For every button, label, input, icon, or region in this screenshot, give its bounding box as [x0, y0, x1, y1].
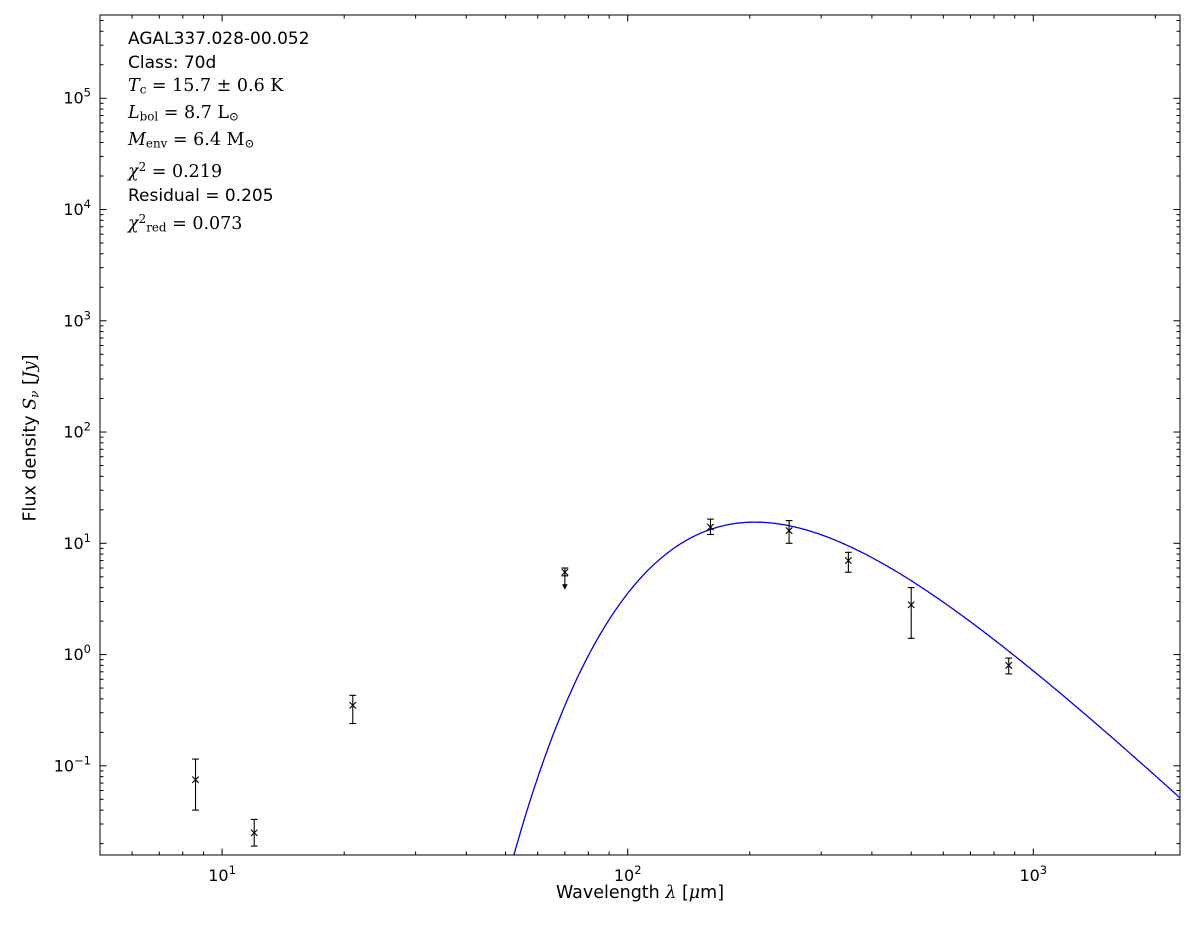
- data-point: [349, 694, 357, 725]
- tick-labels: 101 102 103 10−1 100 101 102 103 104 105: [54, 86, 1047, 885]
- label-segment: = 0.073: [166, 214, 243, 235]
- label-segment: L: [217, 103, 230, 124]
- data-point: [1005, 657, 1013, 675]
- annotation-block: AGAL337.028-00.052 Class: 70d Tc = 15.7 ± …: [128, 28, 310, 240]
- label-segment: env: [145, 136, 168, 151]
- label-segment: Residual = 0.205: [128, 185, 274, 206]
- greybody-fit-curve: [513, 521, 1180, 855]
- data-point: [706, 518, 715, 536]
- x-tick-label: 102: [614, 863, 642, 885]
- label-segment: AGAL337.028-00.052: [128, 29, 310, 49]
- label-segment: c: [139, 82, 147, 97]
- label-segment: λ: [665, 883, 677, 903]
- label-segment: Flux density: [20, 409, 41, 522]
- label-segment: ]: [20, 354, 41, 362]
- x-marker: [1005, 661, 1013, 669]
- plot-frame: [99, 14, 1181, 856]
- y-tick-label: 105: [63, 86, 91, 108]
- data-point: [844, 551, 852, 573]
- label-segment: = 8.7: [158, 103, 218, 124]
- data-point: [250, 818, 258, 847]
- label-segment: 2: [138, 212, 147, 227]
- data-point: [191, 758, 200, 811]
- annotation-line: Lbol = 8.7 L⊙: [128, 102, 310, 129]
- x-marker: [561, 568, 569, 576]
- label-segment: M: [226, 130, 245, 151]
- y-tick-label: 102: [63, 420, 91, 442]
- label-segment: M: [128, 130, 146, 151]
- x-marker: [250, 829, 258, 837]
- label-segment: m]: [700, 883, 725, 903]
- y-axis-label: Flux density Sν [Jy]: [21, 354, 42, 521]
- label-segment: Wavelength: [555, 883, 666, 903]
- label-segment: 2: [138, 160, 147, 175]
- label-segment: [: [20, 378, 41, 391]
- label-segment: μ: [688, 883, 701, 903]
- annotation-line: Menv = 6.4 M⊙: [128, 129, 310, 156]
- label-segment: Class: 70d: [128, 52, 217, 73]
- label-segment: = 0.219: [146, 162, 223, 183]
- y-tick-label: 100: [63, 642, 91, 664]
- y-tick-label: 103: [63, 308, 91, 330]
- label-segment: red: [146, 220, 167, 235]
- x-tick-label: 103: [1019, 863, 1047, 885]
- photometry-points: [191, 518, 1013, 847]
- label-segment: χ: [128, 214, 139, 235]
- label-segment: ⊙: [244, 136, 255, 151]
- y-tick-label: 104: [63, 197, 91, 219]
- annotation-line: Tc = 15.7 ± 0.6 K: [128, 75, 310, 102]
- label-segment: ⊙: [229, 109, 239, 124]
- label-segment: χ: [128, 162, 139, 183]
- label-segment: T: [128, 76, 140, 96]
- label-segment: bol: [139, 109, 159, 124]
- data-point: [907, 587, 915, 639]
- label-segment: = 15.7 ± 0.6 K: [146, 76, 284, 96]
- annotation-line: χ2red = 0.073: [128, 208, 310, 240]
- x-marker: [844, 556, 852, 565]
- upper-limit-arrowhead: [562, 584, 568, 590]
- x-marker: [706, 523, 715, 531]
- y-tick-label: 10−1: [54, 753, 91, 775]
- x-marker: [191, 776, 200, 784]
- x-marker: [349, 701, 357, 709]
- annotation-line: Residual = 0.205: [128, 185, 310, 209]
- label-segment: ν: [27, 390, 42, 398]
- annotation-line: Class: 70d: [128, 52, 310, 76]
- annotation-line: AGAL337.028-00.052: [128, 28, 310, 52]
- label-segment: L: [128, 103, 140, 124]
- y-tick-label: 101: [63, 531, 91, 553]
- x-tick-label: 101: [208, 863, 236, 885]
- x-marker: [907, 601, 915, 609]
- x-axis-label: Wavelength λ [μm]: [556, 883, 724, 903]
- label-segment: [: [676, 883, 689, 903]
- x-marker: [785, 527, 793, 535]
- label-segment: Jy: [20, 361, 41, 379]
- label-segment: = 6.4: [167, 130, 227, 151]
- data-point: [785, 520, 793, 544]
- axis-ticks: [99, 15, 1180, 855]
- annotation-line: χ2 = 0.219: [128, 156, 310, 184]
- label-segment: S: [20, 397, 41, 410]
- data-point: [561, 567, 569, 590]
